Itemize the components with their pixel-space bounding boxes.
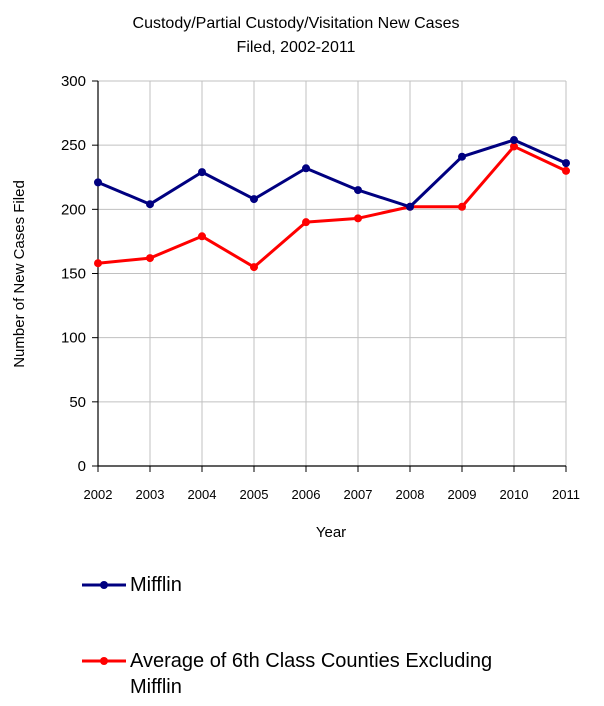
data-point-average bbox=[198, 232, 206, 241]
data-point-average bbox=[354, 214, 362, 223]
x-tick-labels: 2002 2003 2004 2005 2006 2007 2008 2009 2010 2011 bbox=[84, 487, 580, 502]
y-tick-label: 200 bbox=[61, 201, 86, 218]
legend-swatch-mifflin bbox=[82, 581, 126, 589]
y-axis-label: Number of New Cases Filed bbox=[11, 180, 28, 368]
legend-label-average: Average of 6th Class Counties Excluding … bbox=[130, 648, 492, 700]
data-point-average bbox=[250, 263, 258, 272]
data-point-mifflin bbox=[146, 200, 154, 209]
x-tick-label: 2010 bbox=[500, 487, 529, 502]
data-point-average bbox=[562, 166, 570, 175]
y-tick-label: 150 bbox=[61, 266, 86, 283]
chart-title: Custody/Partial Custody/Visitation New C… bbox=[133, 15, 460, 32]
x-tick-label: 2011 bbox=[552, 487, 580, 502]
legend-label-average-line1: Average of 6th Class Counties Excluding bbox=[130, 650, 493, 672]
x-tick-label: 2006 bbox=[292, 487, 321, 502]
data-series bbox=[94, 136, 570, 272]
data-point-mifflin bbox=[250, 195, 258, 204]
data-point-mifflin bbox=[510, 136, 518, 145]
data-point-mifflin bbox=[354, 186, 362, 195]
x-tick-label: 2008 bbox=[396, 487, 425, 502]
series-line-average bbox=[97, 144, 567, 269]
data-point-average bbox=[510, 142, 518, 151]
data-point-mifflin bbox=[302, 164, 310, 173]
legend-item-average: Average of 6th Class Counties Excluding … bbox=[82, 648, 492, 700]
grid-lines bbox=[98, 80, 567, 466]
data-point-average bbox=[302, 218, 310, 227]
data-point-mifflin bbox=[94, 178, 102, 187]
series-line-mifflin bbox=[97, 138, 567, 209]
y-tick-labels: 0 50 100 150 200 250 300 bbox=[61, 73, 86, 475]
legend-label-mifflin: Mifflin bbox=[130, 574, 182, 596]
legend-swatch-average bbox=[82, 657, 126, 665]
data-point-mifflin bbox=[198, 168, 206, 177]
y-tick-label: 0 bbox=[78, 458, 86, 475]
data-point-average bbox=[146, 254, 154, 263]
data-point-average bbox=[94, 259, 102, 268]
y-tick-label: 100 bbox=[61, 330, 86, 347]
data-point-average bbox=[458, 202, 466, 211]
legend-item-mifflin: Mifflin bbox=[82, 572, 182, 598]
x-tick-label: 2005 bbox=[240, 487, 269, 502]
axes bbox=[92, 80, 567, 472]
x-tick-label: 2009 bbox=[448, 487, 477, 502]
y-tick-label: 250 bbox=[61, 137, 86, 154]
data-point-mifflin bbox=[406, 202, 414, 211]
x-tick-label: 2007 bbox=[344, 487, 373, 502]
line-chart: Custody/Partial Custody/Visitation New C… bbox=[11, 15, 580, 541]
x-axis-label: Year bbox=[316, 524, 346, 541]
y-tick-label: 300 bbox=[61, 73, 86, 90]
data-point-mifflin bbox=[458, 152, 466, 161]
data-point-mifflin bbox=[562, 159, 570, 168]
chart-subtitle: Filed, 2002-2011 bbox=[237, 39, 356, 56]
x-tick-label: 2003 bbox=[136, 487, 165, 502]
legend-label-average-line2: Mifflin bbox=[130, 676, 182, 698]
x-tick-label: 2004 bbox=[188, 487, 217, 502]
y-tick-label: 50 bbox=[69, 394, 86, 411]
x-tick-label: 2002 bbox=[84, 487, 113, 502]
